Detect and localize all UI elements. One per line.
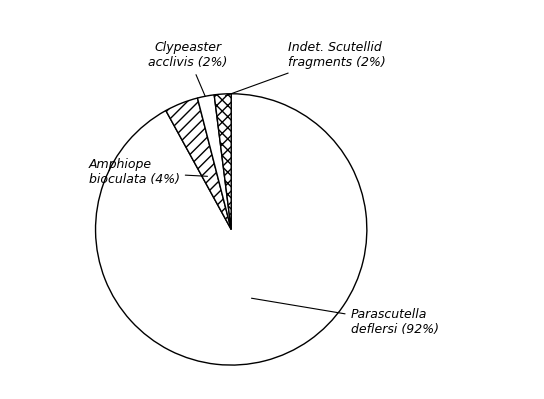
Text: Clypeaster
acclivis (2%): Clypeaster acclivis (2%): [148, 41, 227, 96]
Text: Parascutella
deflersi (92%): Parascutella deflersi (92%): [251, 298, 438, 336]
Wedge shape: [166, 98, 231, 229]
Wedge shape: [197, 95, 231, 229]
Wedge shape: [96, 94, 367, 365]
Text: Amphiope
bioculata (4%): Amphiope bioculata (4%): [89, 158, 207, 186]
Wedge shape: [214, 94, 231, 229]
Text: Indet. Scutellid
fragments (2%): Indet. Scutellid fragments (2%): [225, 41, 386, 96]
